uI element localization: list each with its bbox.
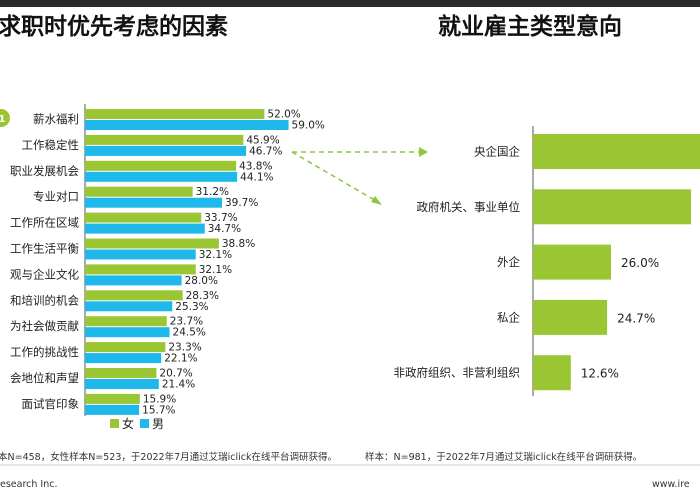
- left-category-label: 职业发展机会: [10, 164, 79, 178]
- male-bar: [85, 404, 140, 415]
- male-value-label: 21.4%: [162, 379, 195, 391]
- female-value-label: 45.9%: [246, 134, 279, 146]
- male-value-label: 44.1%: [240, 171, 273, 183]
- male-bar: [85, 379, 159, 389]
- right-category-label: 央企国企: [474, 145, 520, 159]
- female-bar: [85, 290, 183, 301]
- male-bar: [85, 145, 247, 156]
- male-value-label: 34.7%: [208, 223, 241, 235]
- male-bar: [85, 197, 222, 208]
- male-value-label: 24.5%: [173, 327, 206, 339]
- left-footnote: 本N=458，女性样本N=523，于2022年7月通过艾瑞iclick在线平台调…: [0, 451, 337, 463]
- employer-bar: [533, 355, 571, 391]
- female-bar: [85, 368, 157, 378]
- male-value-label: 46.7%: [249, 145, 282, 157]
- left-category-label: 面试官印象: [22, 397, 80, 411]
- female-value-label: 20.7%: [159, 368, 192, 380]
- employer-bar: [533, 244, 611, 280]
- male-bar: [85, 353, 162, 364]
- female-bar: [85, 160, 237, 171]
- female-bar: [85, 316, 167, 327]
- female-value-label: 38.8%: [222, 238, 255, 250]
- male-bar: [85, 249, 196, 260]
- legend-female-swatch: [110, 419, 119, 428]
- right-category-label: 政府机关、事业单位: [417, 200, 521, 214]
- rank-badge: [0, 109, 10, 127]
- female-value-label: 23.7%: [170, 316, 203, 328]
- left-category-label: 和培训的机会: [10, 293, 79, 307]
- legend-male-swatch: [140, 419, 149, 428]
- left-category-label: 会地位和声望: [10, 371, 79, 385]
- female-value-label: 23.3%: [168, 342, 201, 354]
- male-bar: [85, 327, 170, 338]
- male-bar: [85, 171, 238, 182]
- right-category-label: 非政府组织、非营利组织: [394, 366, 521, 380]
- employer-value-label: 12.6%: [581, 367, 619, 381]
- male-value-label: 25.3%: [175, 301, 208, 313]
- left-category-label: 专业对口: [33, 190, 79, 204]
- female-bar: [85, 342, 166, 353]
- employer-value-label: 24.7%: [617, 311, 655, 325]
- connector-arrows: [291, 147, 428, 205]
- left-category-label: 工作的挑战性: [10, 345, 79, 359]
- right-chart-title: 就业雇主类型意向: [438, 13, 622, 40]
- female-value-label: 52.0%: [267, 109, 300, 121]
- male-value-label: 32.1%: [199, 249, 232, 261]
- left-category-label: 薪水福利: [33, 112, 79, 126]
- right-category-label: 私企: [497, 310, 520, 324]
- female-value-label: 33.7%: [204, 212, 237, 224]
- female-bar: [85, 186, 193, 197]
- female-value-label: 32.1%: [199, 264, 232, 276]
- arrow-to-gov: [291, 151, 379, 203]
- left-chart: 1 薪水福利 52.0%59.0% 工作稳定性 45.9%46.7% 职业发展机会 43.8…: [0, 104, 325, 416]
- male-value-label: 28.0%: [185, 275, 218, 287]
- employer-bar: [533, 299, 608, 335]
- rank-badge-text: 1: [0, 114, 6, 125]
- right-category-label: 外企: [497, 255, 520, 269]
- left-category-label: 观与企业文化: [10, 267, 79, 281]
- female-bar: [85, 109, 265, 119]
- left-category-label: 工作所在区域: [10, 216, 79, 230]
- female-bar: [85, 212, 202, 223]
- top-bar: [0, 0, 700, 7]
- female-bar: [85, 264, 196, 275]
- left-category-label: 工作生活平衡: [10, 242, 79, 256]
- left-category-label: 工作稳定性: [22, 138, 80, 152]
- female-value-label: 31.2%: [196, 186, 229, 198]
- legend-female-label: 女: [122, 416, 134, 431]
- female-value-label: 28.3%: [186, 290, 219, 302]
- male-value-label: 22.1%: [164, 353, 197, 365]
- arrow-head-gov: [371, 196, 382, 205]
- female-value-label: 43.8%: [239, 160, 272, 172]
- female-bar: [85, 238, 219, 249]
- male-value-label: 39.7%: [225, 197, 258, 209]
- brand-left: esearch Inc.: [0, 479, 58, 490]
- male-bar: [85, 120, 289, 130]
- male-bar: [85, 275, 182, 286]
- employer-value-label: 26.0%: [621, 256, 659, 270]
- right-footnote: 样本：N=981，于2022年7月通过艾瑞iclick在线平台调研获得。: [365, 451, 642, 463]
- left-legend: 女男: [110, 416, 164, 431]
- employer-bar: [533, 189, 691, 225]
- left-chart-title: 求职时优先考虑的因素: [0, 13, 228, 40]
- brand-right: www.ire: [652, 479, 690, 490]
- left-category-label: 为社会做贡献: [10, 319, 79, 333]
- female-bar: [85, 134, 244, 145]
- employer-bar: [533, 134, 700, 169]
- male-bar: [85, 223, 205, 234]
- male-value-label: 15.7%: [142, 404, 175, 416]
- male-bar: [85, 301, 173, 312]
- male-value-label: 59.0%: [292, 120, 325, 132]
- legend-male-label: 男: [152, 417, 164, 431]
- female-bar: [85, 393, 140, 404]
- arrow-head-soe: [419, 147, 428, 157]
- female-value-label: 15.9%: [143, 393, 176, 405]
